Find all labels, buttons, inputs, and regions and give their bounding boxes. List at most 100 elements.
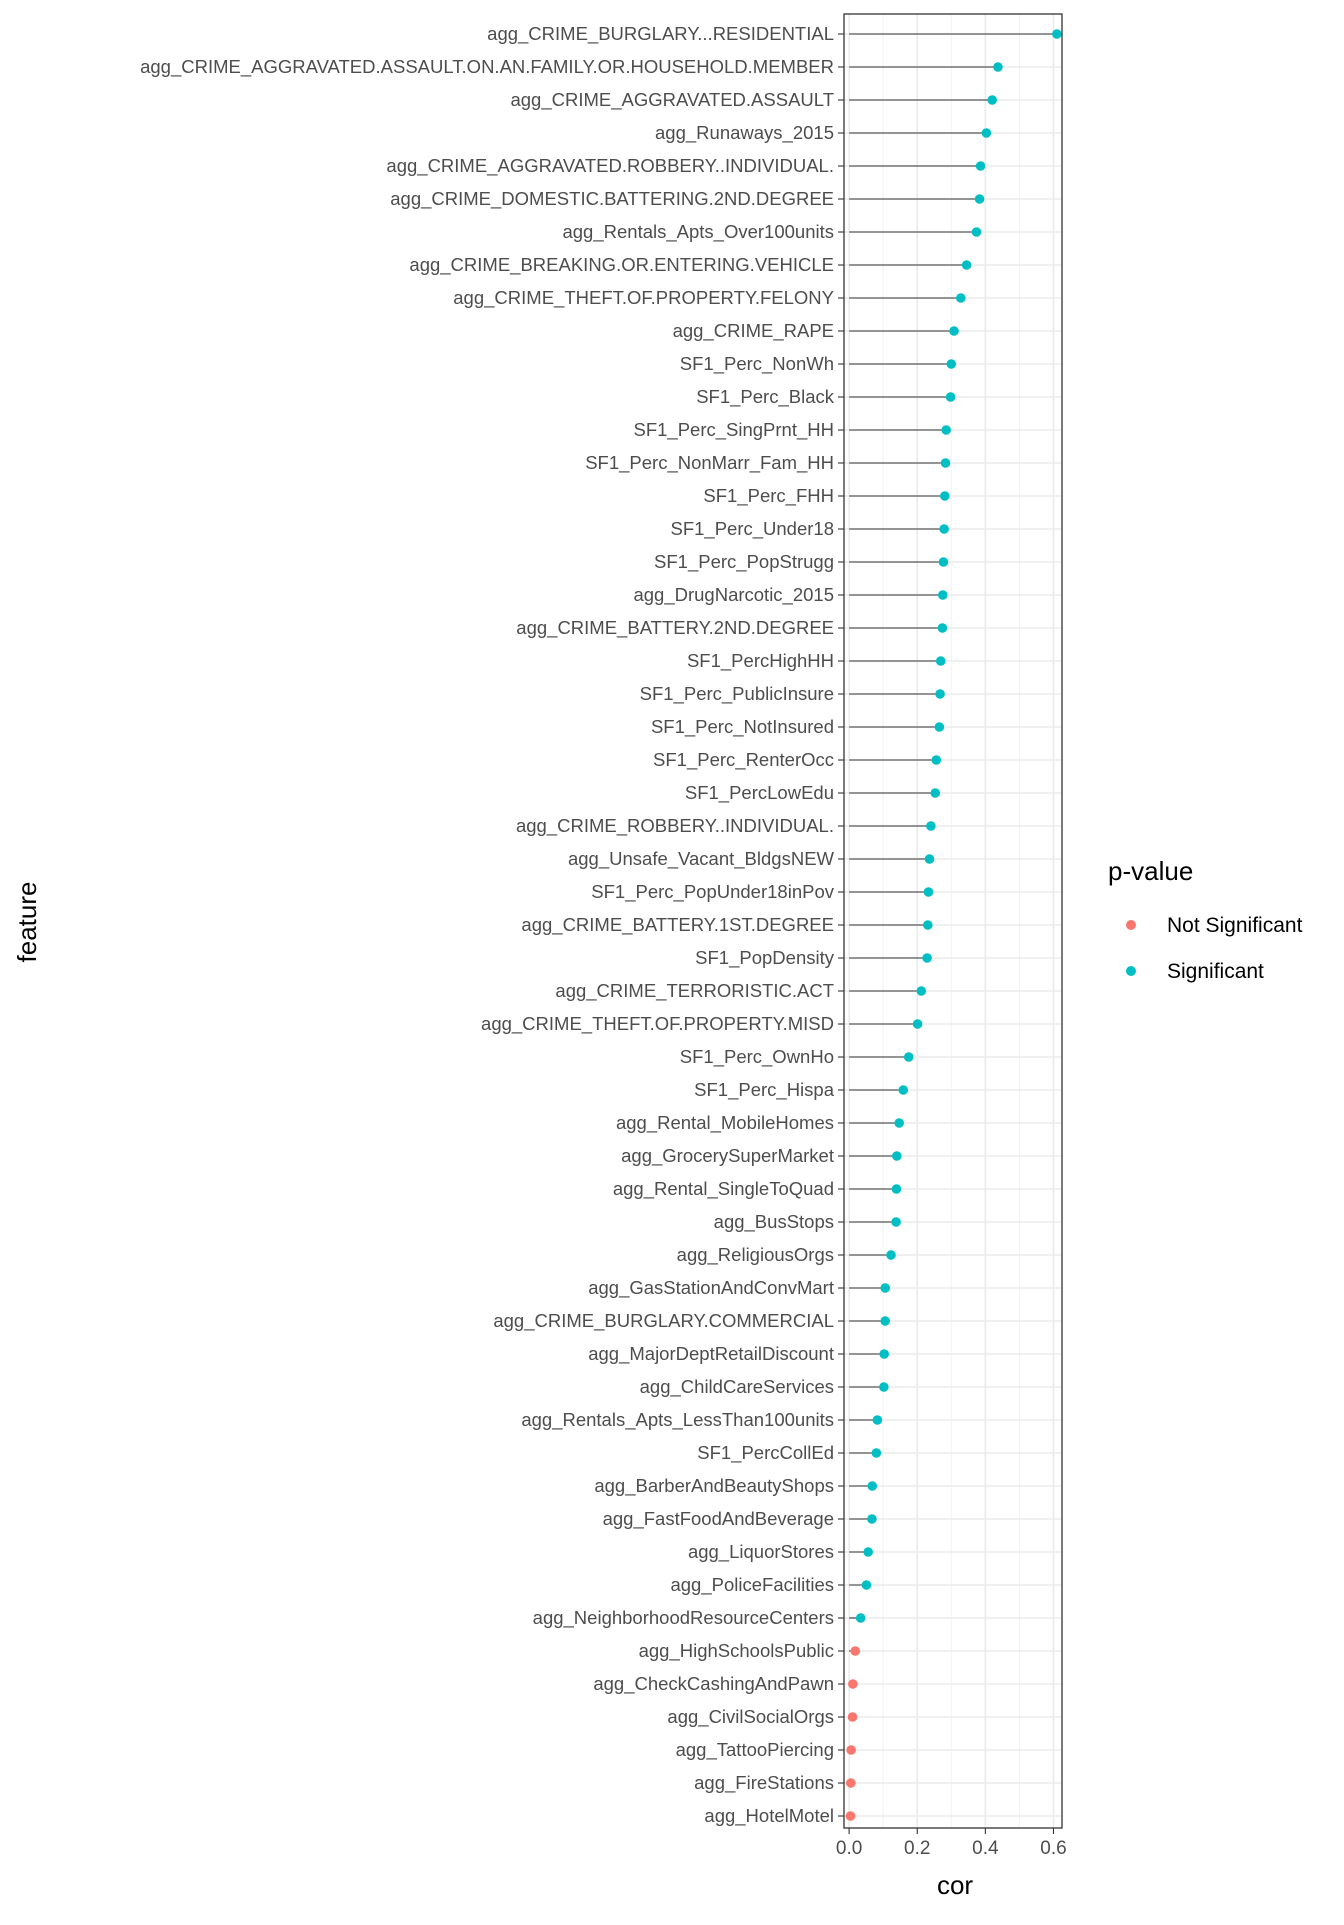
- data-point: [903, 1052, 914, 1062]
- y-axis-title: feature: [12, 882, 42, 963]
- data-point: [946, 359, 957, 369]
- data-point: [872, 1415, 883, 1425]
- data-point: [916, 986, 927, 996]
- y-tick-label: SF1_Perc_NotInsured: [651, 716, 834, 738]
- data-point: [937, 590, 948, 600]
- legend-label: Significant: [1167, 960, 1264, 983]
- y-tick-label: SF1_PercLowEdu: [685, 782, 834, 804]
- x-tick-label: 0.6: [1040, 1838, 1066, 1859]
- y-tick-label: agg_CRIME_THEFT.OF.PROPERTY.MISD: [481, 1013, 834, 1035]
- y-tick-label: agg_CRIME_THEFT.OF.PROPERTY.FELONY: [453, 287, 834, 309]
- data-point: [861, 1580, 872, 1590]
- data-point: [931, 755, 942, 765]
- y-tick-label: agg_ChildCareServices: [640, 1376, 834, 1398]
- y-tick-label: SF1_Perc_OwnHo: [680, 1046, 834, 1068]
- data-point: [879, 1349, 889, 1359]
- data-point: [926, 821, 936, 831]
- y-tick-label: agg_NeighborhoodResourceCenters: [533, 1607, 834, 1629]
- data-point: [847, 1712, 858, 1722]
- y-tick-label: SF1_Perc_FHH: [703, 485, 834, 507]
- y-tick-labels: agg_CRIME_BURGLARY...RESIDENTIAL agg_CRIM…: [140, 23, 844, 1827]
- data-point: [871, 1448, 882, 1458]
- y-tick-label: SF1_Perc_PopUnder18inPov: [591, 881, 834, 903]
- legend-title: p-value: [1108, 856, 1193, 886]
- y-tick-label: SF1_Perc_RenterOcc: [653, 749, 834, 771]
- y-tick-label: agg_CheckCashingAndPawn: [593, 1673, 834, 1695]
- data-point: [891, 1184, 902, 1194]
- y-tick-label: agg_Unsafe_Vacant_BldgsNEW: [568, 848, 835, 870]
- y-tick-label: agg_CRIME_BATTERY.1ST.DEGREE: [521, 914, 834, 936]
- data-point: [886, 1250, 896, 1260]
- y-tick-label: agg_HotelMotel: [704, 1805, 834, 1827]
- legend-key: [1126, 966, 1136, 976]
- y-tick-label: agg_Rental_SingleToQuad: [613, 1178, 834, 1200]
- data-point: [848, 1679, 858, 1689]
- y-tick-label: SF1_Perc_SingPrnt_HH: [633, 419, 834, 441]
- x-tick-label: 0.0: [836, 1838, 862, 1859]
- data-point: [975, 161, 986, 171]
- y-tick-label: SF1_PercCollEd: [697, 1442, 834, 1464]
- legend-entries: Not Significant Significant: [1126, 914, 1303, 983]
- y-tick-label: agg_Rentals_Apts_LessThan100units: [521, 1409, 834, 1431]
- y-tick-label: agg_CRIME_ROBBERY..INDIVIDUAL.: [516, 815, 834, 837]
- y-tick-label: agg_HighSchoolsPublic: [639, 1640, 834, 1662]
- data-point: [961, 260, 972, 270]
- data-point: [941, 425, 951, 435]
- y-tick-label: agg_CRIME_BURGLARY...RESIDENTIAL: [487, 23, 834, 45]
- y-tick-label: agg_CRIME_BREAKING.OR.ENTERING.VEHICLE: [409, 254, 834, 276]
- y-tick-label: SF1_Perc_NonMarr_Fam_HH: [585, 452, 834, 474]
- data-point: [981, 128, 992, 138]
- data-point: [949, 326, 959, 336]
- y-tick-label: agg_MajorDeptRetailDiscount: [588, 1343, 834, 1365]
- data-point: [956, 293, 966, 303]
- y-tick-label: agg_CRIME_DOMESTIC.BATTERING.2ND.DEGREE: [390, 188, 834, 210]
- data-point: [846, 1778, 856, 1788]
- data-point: [940, 491, 950, 501]
- y-tick-label: agg_CRIME_BATTERY.2ND.DEGREE: [516, 617, 834, 639]
- y-tick-label: agg_TattooPiercing: [676, 1739, 834, 1761]
- data-point: [867, 1514, 877, 1524]
- data-point: [912, 1019, 923, 1029]
- y-tick-label: agg_CivilSocialOrgs: [667, 1706, 834, 1728]
- data-point: [922, 953, 932, 963]
- y-tick-label: agg_GasStationAndConvMart: [588, 1277, 834, 1299]
- data-point: [923, 887, 934, 897]
- y-tick-label: agg_DrugNarcotic_2015: [633, 584, 834, 606]
- data-point: [934, 722, 945, 732]
- y-tick-label: agg_FastFoodAndBeverage: [603, 1508, 834, 1530]
- data-point: [894, 1118, 904, 1128]
- data-point: [891, 1217, 901, 1227]
- data-point: [855, 1613, 866, 1623]
- data-point: [987, 95, 997, 105]
- y-tick-label: agg_Runaways_2015: [655, 122, 834, 144]
- data-point: [930, 788, 941, 798]
- data-point: [891, 1151, 902, 1161]
- y-tick-label: SF1_Perc_PopStrugg: [654, 551, 834, 573]
- y-tick-label: agg_GrocerySuperMarket: [621, 1145, 834, 1167]
- data-point: [924, 854, 935, 864]
- y-tick-label: SF1_PopDensity: [695, 947, 835, 969]
- data-point: [879, 1382, 889, 1392]
- data-point: [971, 227, 982, 237]
- x-axis-title: cor: [937, 1870, 973, 1900]
- y-tick-label: SF1_Perc_Hispa: [694, 1079, 835, 1101]
- data-point: [863, 1547, 873, 1557]
- y-tick-label: SF1_Perc_NonWh: [680, 353, 834, 375]
- data-point: [935, 656, 946, 666]
- y-tick-label: agg_CRIME_AGGRAVATED.ASSAULT.ON.AN.FAMIL…: [140, 56, 834, 78]
- data-point: [937, 623, 948, 633]
- y-tick-label: SF1_Perc_PublicInsure: [640, 683, 834, 705]
- legend-key: [1126, 920, 1136, 930]
- data-point: [867, 1481, 878, 1491]
- data-point: [939, 524, 949, 534]
- y-tick-label: SF1_PercHighHH: [687, 650, 834, 672]
- data-point: [935, 689, 945, 699]
- x-axis: 0.0 0.2 0.4 0.6: [836, 1828, 1067, 1859]
- data-point: [993, 62, 1003, 72]
- y-tick-label: agg_PoliceFacilities: [670, 1574, 834, 1596]
- data-point: [880, 1316, 891, 1326]
- data-point: [974, 194, 985, 204]
